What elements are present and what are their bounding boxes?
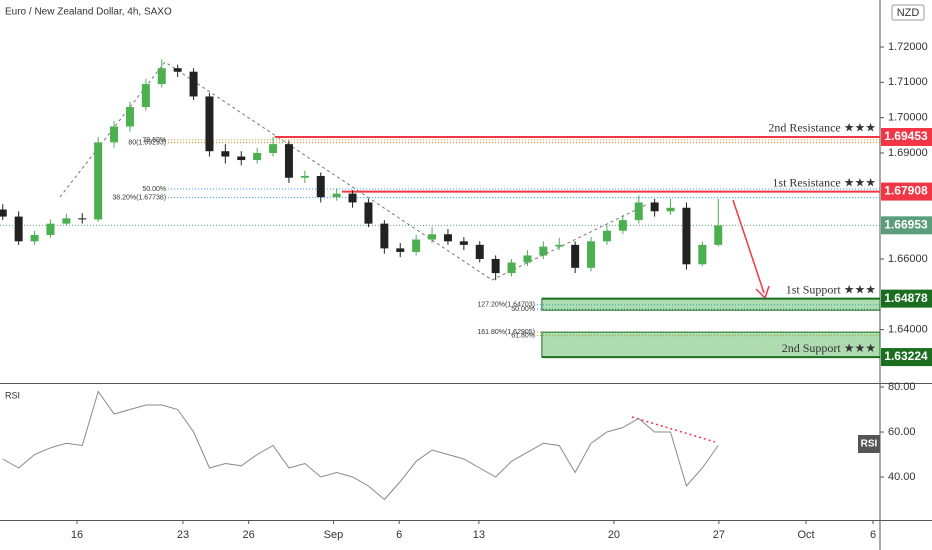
candle-body	[62, 218, 71, 224]
candle-body	[332, 193, 341, 198]
rsi-tick-label: 60.00	[888, 426, 916, 438]
fib-label: 38.20%(1.67738)	[112, 194, 166, 201]
current-price-badge	[881, 216, 932, 235]
rsi-badge	[858, 435, 880, 453]
candle-body	[412, 239, 421, 252]
fib-label: 127.20%(1.64703)	[477, 302, 535, 309]
price-badge	[881, 127, 932, 146]
candle-body	[316, 175, 325, 198]
candle-body	[221, 151, 230, 157]
candle-body	[94, 142, 103, 220]
support-zone	[541, 298, 881, 311]
chart-title: Euro / New Zealand Dollar, 4h, SAXO	[5, 7, 172, 18]
price-badge-label: 1.67908	[884, 184, 928, 198]
fib-label: 78.60%	[142, 137, 166, 144]
fib-label: 50.00%	[142, 186, 166, 193]
fib-label: 80(1.69293)	[128, 139, 166, 146]
candle-body	[443, 234, 452, 242]
fib-label: 61.80%	[511, 332, 535, 339]
y-tick-label: 1.66000	[888, 253, 928, 265]
rsi-badge-label: RSI	[861, 439, 878, 450]
price-badge	[881, 348, 932, 367]
candle-body	[428, 234, 437, 240]
x-tick-label: 6	[870, 529, 876, 541]
candle-body	[650, 202, 659, 212]
candle-body	[269, 144, 278, 153]
candle-body	[237, 156, 246, 161]
candle-body	[587, 241, 596, 268]
candle-body	[30, 234, 39, 242]
x-tick-label: 6	[396, 529, 402, 541]
level-label: 2nd Resistance ★★★	[768, 121, 876, 135]
rsi-tick-label: 40.00	[888, 471, 916, 483]
candle-body	[173, 68, 182, 72]
candle-body	[141, 84, 150, 108]
candle-body	[555, 244, 564, 247]
y-tick-label: 1.64000	[888, 324, 928, 336]
candle-body	[189, 71, 198, 97]
rsi-line	[2, 390, 719, 501]
candle-body	[523, 255, 532, 263]
candle-body	[0, 209, 7, 217]
candle-body	[284, 144, 293, 178]
candle-body	[459, 241, 468, 245]
price-badge	[881, 289, 932, 308]
level-label: 1st Support ★★★	[786, 282, 876, 296]
candle-body	[46, 223, 55, 235]
y-tick-label: 1.72000	[888, 41, 928, 53]
level-label: 2nd Support ★★★	[782, 341, 876, 355]
x-tick-label: 13	[473, 529, 485, 541]
x-tick-label: Oct	[797, 529, 814, 541]
candle-body	[364, 202, 373, 224]
y-tick-label: 1.69000	[888, 147, 928, 159]
rsi-pane-label: RSI	[5, 390, 20, 400]
candle-body	[714, 225, 723, 245]
candle-body	[507, 262, 516, 274]
fib-label: 161.80%(1.62905)	[477, 329, 535, 336]
candle-body	[253, 152, 262, 161]
candle-body	[491, 258, 500, 274]
candle-body	[698, 244, 707, 265]
x-tick-label: 16	[71, 529, 83, 541]
candle-body	[618, 220, 627, 231]
level-label: 1st Resistance ★★★	[772, 175, 876, 189]
candle-body	[682, 207, 691, 265]
x-tick-label: Sep	[324, 529, 344, 541]
candle-body	[602, 230, 611, 242]
candle-body	[475, 244, 484, 259]
candle-body	[666, 207, 675, 212]
candle-body	[634, 202, 643, 221]
candle-body	[380, 223, 389, 249]
price-badge-label: 1.63224	[884, 349, 928, 363]
candle-body	[396, 248, 405, 252]
candle-body	[157, 68, 166, 85]
candle-body	[571, 244, 580, 268]
candle-body	[539, 246, 548, 256]
y-tick-label: 1.71000	[888, 76, 928, 88]
x-tick-label: 26	[243, 529, 255, 541]
y-tick-label: 1.70000	[888, 112, 928, 124]
fib-label: 50.00%	[511, 306, 535, 313]
candle-body	[78, 218, 87, 220]
candle-body	[110, 126, 119, 143]
currency-box	[891, 4, 925, 21]
currency-label: NZD	[897, 7, 920, 19]
forecast-arrow	[732, 199, 765, 294]
candle-body	[300, 175, 309, 178]
x-tick-label: 27	[713, 529, 725, 541]
candle-body	[14, 216, 23, 242]
x-tick-label: 23	[177, 529, 189, 541]
candle-body	[125, 107, 134, 127]
support-zone	[541, 331, 881, 358]
price-badge-label: 1.69453	[884, 129, 928, 143]
candle-body	[348, 193, 357, 203]
current-price-label: 1.66953	[884, 217, 928, 231]
price-badge	[881, 182, 932, 201]
price-badge-label: 1.64878	[884, 291, 928, 305]
candle-body	[205, 96, 214, 152]
x-tick-label: 20	[608, 529, 620, 541]
rsi-tick-label: 80.00	[888, 381, 916, 393]
